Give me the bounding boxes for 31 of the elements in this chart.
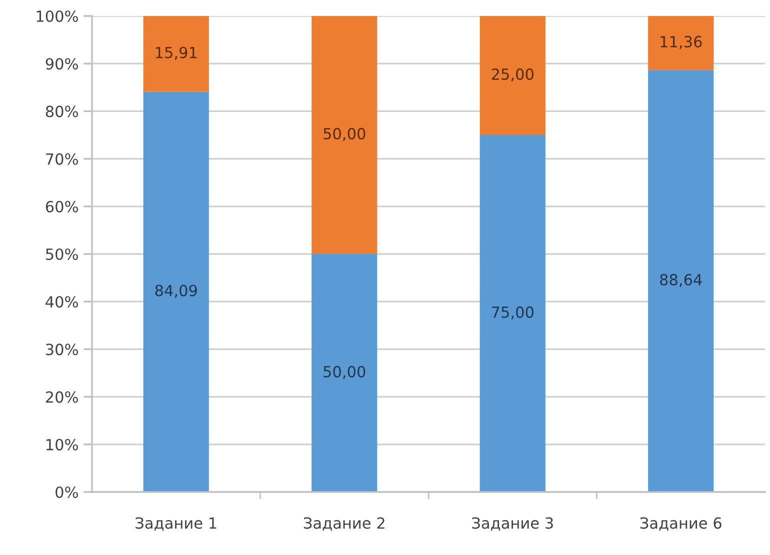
y-tick-label: 80% [46,106,78,118]
y-tick-label: 70% [46,153,78,165]
bar [143,92,209,492]
data-label: 88,64 [660,274,702,288]
data-label: 15,91 [156,46,197,60]
y-tick-label: 60% [46,200,78,212]
bar [480,16,546,135]
bar [312,254,378,492]
y-tick-label: 30% [46,344,78,356]
bar [648,16,714,70]
data-label: 50,00 [324,366,366,379]
data-label: 75,00 [492,306,534,320]
x-tick-label: Задание 2 [304,517,384,531]
data-label: 11,36 [660,36,702,50]
x-tick-label: Задание 6 [640,517,722,531]
data-label: 84,09 [155,284,197,298]
bar [648,70,714,492]
y-tick-label: 20% [46,391,78,403]
y-tick-label: 40% [46,296,78,308]
data-label: 50,00 [324,128,366,141]
x-tick-label: Задание 1 [136,517,216,531]
bar [312,16,378,254]
x-tick-label: Задание 3 [472,517,553,531]
y-tick-label: 10% [46,438,78,450]
bar [143,16,209,92]
data-label: 25,00 [492,68,534,82]
y-tick-label: 50% [46,248,78,260]
bar [480,135,546,492]
y-tick-label: 0% [56,486,78,498]
y-tick-label: 90% [46,58,78,70]
y-tick-label: 100% [36,10,78,22]
